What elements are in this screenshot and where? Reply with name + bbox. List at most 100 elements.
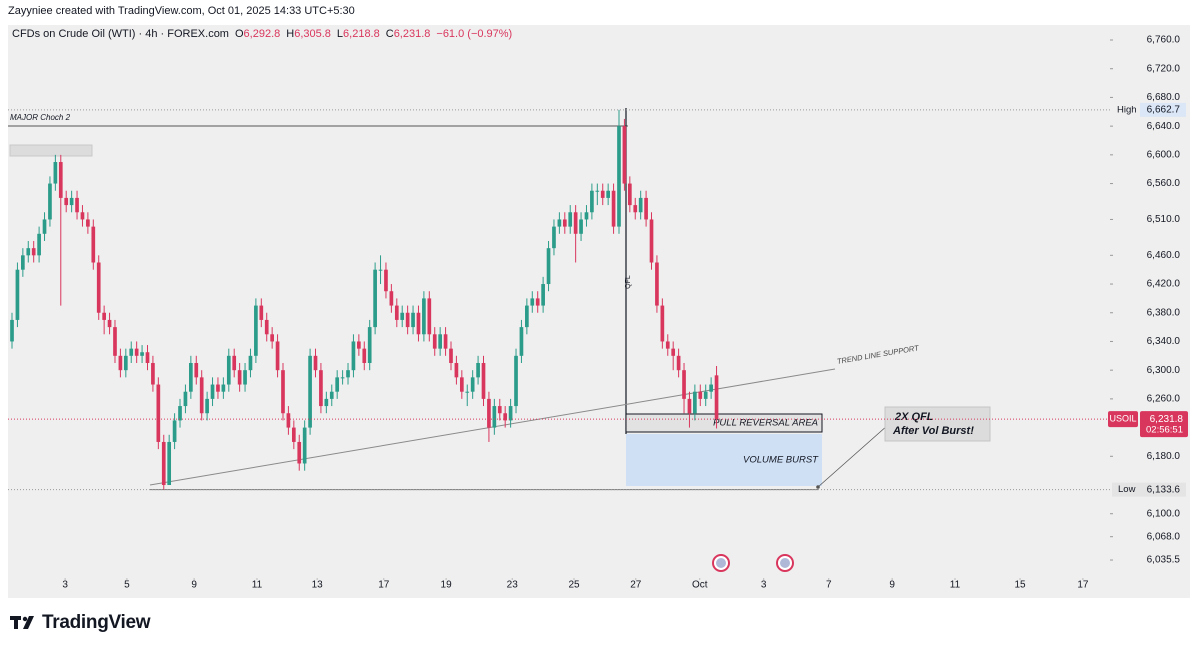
candle-body xyxy=(405,312,410,328)
candle-body xyxy=(535,298,540,306)
countdown: 02:56:51 xyxy=(1146,425,1183,436)
candle-body xyxy=(660,305,665,342)
candle-body xyxy=(96,262,101,313)
candle-body xyxy=(693,391,697,414)
qfl-label: QFL xyxy=(625,275,632,289)
symbol-header: CFDs on Crude Oil (WTI) · 4h · FOREX.com… xyxy=(12,28,512,40)
candle-body xyxy=(644,197,648,220)
candle-body xyxy=(226,355,231,385)
candle-body xyxy=(183,391,188,407)
event-icon[interactable] xyxy=(712,554,730,572)
candle-body xyxy=(514,355,518,407)
candle-body xyxy=(308,355,312,428)
candle-body xyxy=(210,384,215,399)
y-tick-label: 6,510.0 xyxy=(1147,214,1181,225)
candle-body xyxy=(291,427,296,442)
candle-body xyxy=(172,420,177,442)
candle-body xyxy=(584,212,589,220)
candle-body xyxy=(508,406,513,421)
candle-body xyxy=(329,391,334,399)
symbol-tag xyxy=(1108,411,1138,428)
x-tick-label: 27 xyxy=(630,580,642,591)
ohlc-value: 6,231.8 xyxy=(393,28,431,40)
candle-body xyxy=(340,377,345,379)
x-tick-label: 11 xyxy=(252,580,263,591)
candle-body xyxy=(606,190,610,198)
x-tick-label: 19 xyxy=(441,580,453,591)
low-value-box xyxy=(1112,482,1186,497)
candle-body xyxy=(714,375,719,420)
change: −61.0 (−0.97%) xyxy=(436,28,513,40)
candle-body xyxy=(15,269,20,320)
candle-body xyxy=(459,377,464,392)
low-value: 6,133.6 xyxy=(1147,484,1181,495)
candle-body xyxy=(156,384,161,442)
candle-body xyxy=(481,362,486,399)
candle-body xyxy=(216,384,220,392)
low-label: Low xyxy=(1118,484,1136,495)
candle-body xyxy=(519,327,524,356)
candle-body xyxy=(351,341,356,371)
y-tick-label: 6,640.0 xyxy=(1147,121,1181,132)
candle-body xyxy=(497,406,502,414)
x-tick-label: 15 xyxy=(1014,580,1026,591)
candle-body xyxy=(134,348,139,356)
candle-body xyxy=(275,341,280,371)
y-tick-label: 6,035.5 xyxy=(1147,555,1181,566)
candle-body xyxy=(422,298,426,335)
y-tick-label: 6,100.0 xyxy=(1147,508,1181,519)
candle-body xyxy=(221,384,226,392)
x-tick-label: 17 xyxy=(1077,580,1089,591)
candle-body xyxy=(573,212,578,234)
y-tick-label: 6,680.0 xyxy=(1147,92,1181,103)
y-tick-label: 6,600.0 xyxy=(1147,149,1181,160)
candle-body xyxy=(26,248,31,256)
candle-body xyxy=(454,362,459,378)
candle-body xyxy=(525,305,529,328)
x-tick-label: 23 xyxy=(507,580,519,591)
candle-body xyxy=(86,219,90,227)
y-tick-label: 6,180.0 xyxy=(1147,451,1181,462)
y-tick-label: 6,380.0 xyxy=(1147,307,1181,318)
candle-body xyxy=(427,298,432,335)
candle-body xyxy=(80,212,85,220)
candle-body xyxy=(638,197,643,213)
candle-body xyxy=(687,398,692,414)
x-tick-label: 17 xyxy=(378,580,390,591)
candle-body xyxy=(140,352,144,356)
candle-body xyxy=(709,384,713,392)
candle-body xyxy=(411,312,415,328)
candle-body xyxy=(367,327,372,363)
candle-body xyxy=(37,233,41,256)
candle-body xyxy=(64,197,69,206)
candle-body xyxy=(313,355,318,371)
candle-body xyxy=(671,348,676,356)
candle-body xyxy=(69,197,74,206)
event-icon[interactable] xyxy=(776,554,794,572)
candle-body xyxy=(676,355,681,371)
candle-body xyxy=(633,205,638,213)
trend-line xyxy=(149,368,836,486)
candle-body xyxy=(21,255,25,270)
candle-body xyxy=(248,355,253,371)
candle-body xyxy=(319,370,323,407)
candle-body xyxy=(541,284,545,306)
candle-body xyxy=(243,370,247,385)
ohlc-value: 6,218.8 xyxy=(343,28,380,40)
ohlc-key: O xyxy=(234,28,244,40)
candle-body xyxy=(259,305,264,320)
candle-body xyxy=(378,269,383,271)
candle-body xyxy=(302,427,307,464)
candle-body xyxy=(600,190,605,198)
candle-body xyxy=(557,219,562,227)
ohlc-key: H xyxy=(286,28,295,40)
candle-body xyxy=(145,352,150,363)
candle-body xyxy=(270,334,274,342)
candle-body xyxy=(443,334,448,349)
candle-body xyxy=(107,319,112,328)
y-tick-label: 6,560.0 xyxy=(1147,178,1181,189)
x-tick-label: 9 xyxy=(889,580,895,591)
x-tick-label: 7 xyxy=(826,580,832,591)
candle-body xyxy=(178,406,182,421)
candle-body xyxy=(373,269,377,328)
